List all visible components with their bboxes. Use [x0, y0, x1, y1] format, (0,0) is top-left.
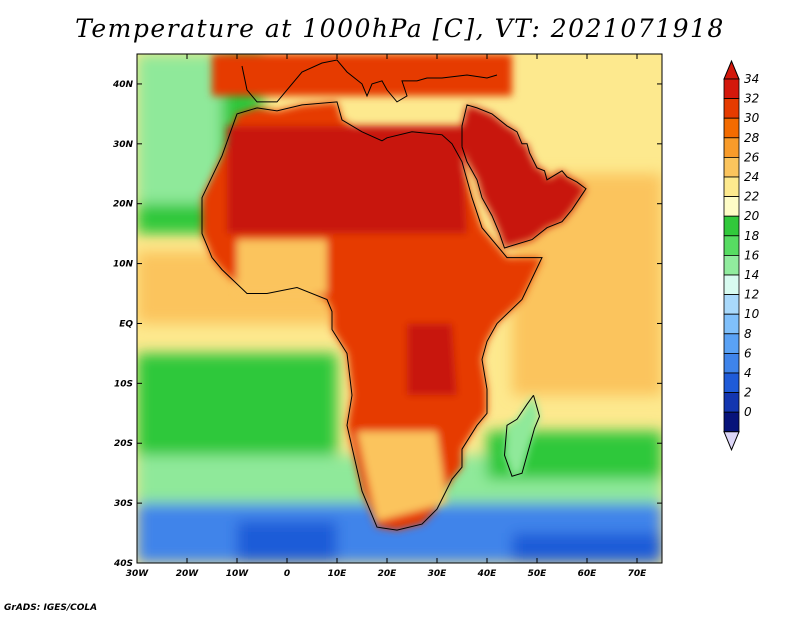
colorbar-label: 26	[744, 150, 760, 164]
colorbar-swatch	[723, 98, 740, 119]
land-field	[212, 54, 512, 96]
colorbar-label: 4	[744, 366, 752, 380]
colorbar-swatch	[723, 254, 740, 276]
ocean-zone	[137, 54, 222, 204]
colorbar-label: 32	[744, 92, 759, 106]
grads-credit: GrADS: IGES/COLA	[4, 603, 98, 613]
colorbar-swatch	[723, 352, 740, 374]
y-tick-label: 20N	[113, 200, 134, 210]
chart-title: Temperature at 1000hPa [C], VT: 20210719…	[75, 14, 725, 43]
land-field	[237, 239, 327, 294]
colorbar-swatch	[723, 235, 740, 256]
colorbar-label: 14	[744, 268, 759, 282]
y-tick-label: 20S	[114, 439, 133, 449]
colorbar-label: 28	[744, 131, 760, 145]
colorbar-label: 6	[744, 346, 752, 360]
ocean-zone	[237, 521, 337, 563]
land-field	[504, 395, 540, 477]
y-tick-label: 10S	[114, 379, 133, 389]
x-tick-label: 60E	[578, 569, 598, 579]
colorbar-label: 16	[744, 248, 760, 262]
colorbar-swatch	[723, 333, 740, 354]
colorbar-label: 10	[744, 307, 760, 321]
axes: 30W 20W 10W 0 10E 20E 30E 40E 50E 60E 70E 40N 30N 20N…	[112, 54, 662, 579]
colorbar-arrow-bottom	[723, 431, 740, 452]
hot-core	[407, 323, 457, 396]
x-tick-label: 30W	[126, 569, 150, 579]
colorbar-swatch	[723, 294, 740, 315]
land-field	[462, 104, 586, 249]
colorbar-swatch	[723, 196, 740, 217]
colorbar-swatch	[723, 392, 740, 413]
colorbar-label: 12	[744, 288, 759, 302]
y-tick-label: 10N	[113, 260, 134, 270]
colorbar-label: 2	[744, 386, 752, 400]
colorbar-label: 20	[744, 209, 760, 223]
africa-coastline	[201, 101, 543, 531]
colorbar-swatch	[723, 137, 740, 158]
colorbar-arrow-top	[723, 59, 740, 80]
y-tick-label: 30S	[114, 499, 133, 509]
y-tick-label: 40N	[112, 80, 134, 90]
temperature-field	[137, 54, 662, 563]
colorbar-swatch	[723, 156, 740, 178]
colorbar-swatch	[723, 411, 740, 433]
colorbar-label: 22	[744, 190, 759, 204]
colorbar-swatch	[723, 117, 740, 139]
x-tick-label: 20W	[176, 569, 200, 579]
colorbar-label: 18	[744, 229, 760, 243]
colorbar-swatch	[723, 372, 740, 394]
x-tick-label: 40E	[477, 569, 498, 579]
x-tick-label: 10W	[226, 569, 250, 579]
colorbar-swatch	[723, 78, 740, 100]
arabia-coastline	[461, 104, 587, 249]
europe-coastline	[241, 59, 498, 103]
colorbar-label: 30	[744, 111, 760, 125]
ocean-zone	[137, 353, 337, 456]
colorbar-label: 8	[744, 327, 752, 341]
colorbar-label: 34	[744, 72, 759, 86]
colorbar-swatch	[723, 176, 740, 198]
colorbar-swatch	[723, 313, 740, 335]
x-tick-label: 20E	[378, 569, 398, 579]
x-tick-label: 30E	[428, 569, 448, 579]
y-tick-label: 30N	[113, 140, 134, 150]
land-field	[357, 431, 447, 522]
colorbar-label: 0	[744, 405, 752, 419]
x-tick-label: 0	[284, 569, 290, 579]
y-tick-label: 40S	[113, 559, 133, 569]
y-tick-label: EQ	[119, 319, 133, 329]
coastlines	[201, 59, 587, 531]
x-tick-label: 50E	[528, 569, 548, 579]
colorbar-swatch	[723, 274, 740, 296]
madagascar-coastline	[503, 395, 541, 477]
x-tick-label: 10E	[328, 569, 348, 579]
colorbar-swatch	[723, 215, 740, 237]
hot-core	[227, 125, 467, 234]
x-tick-label: 70E	[628, 569, 648, 579]
map-frame	[136, 53, 663, 564]
colorbar-label: 24	[744, 170, 759, 184]
